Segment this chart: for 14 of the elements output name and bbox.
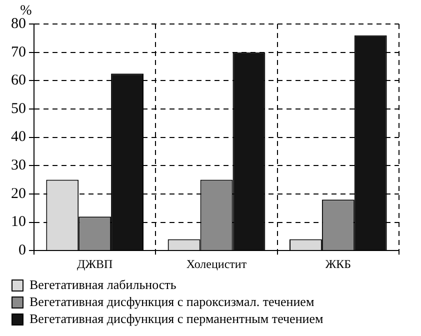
y-tick-label: 50 xyxy=(11,100,26,117)
x-tick-label: ЖКБ xyxy=(325,256,352,271)
x-tick-label: ДЖВП xyxy=(77,256,113,271)
y-tick-label: 60 xyxy=(11,72,26,89)
legend-label: Вегетативная дисфункция с пароксизмал. течением xyxy=(30,294,314,309)
y-tick-label: 70 xyxy=(11,44,26,60)
y-tick-label: 20 xyxy=(11,186,26,202)
y-tick-label: 40 xyxy=(11,129,26,146)
legend-label: Вегетативная лабильность xyxy=(30,276,176,292)
legend-label: Вегетативная дисфункция с перманентным течением xyxy=(30,310,324,326)
y-tick-label: 0 xyxy=(18,242,26,259)
x-tick-label: Холецистит xyxy=(186,256,248,271)
y-tick-label: 30 xyxy=(11,158,26,174)
y-tick-label: 10 xyxy=(11,214,26,230)
